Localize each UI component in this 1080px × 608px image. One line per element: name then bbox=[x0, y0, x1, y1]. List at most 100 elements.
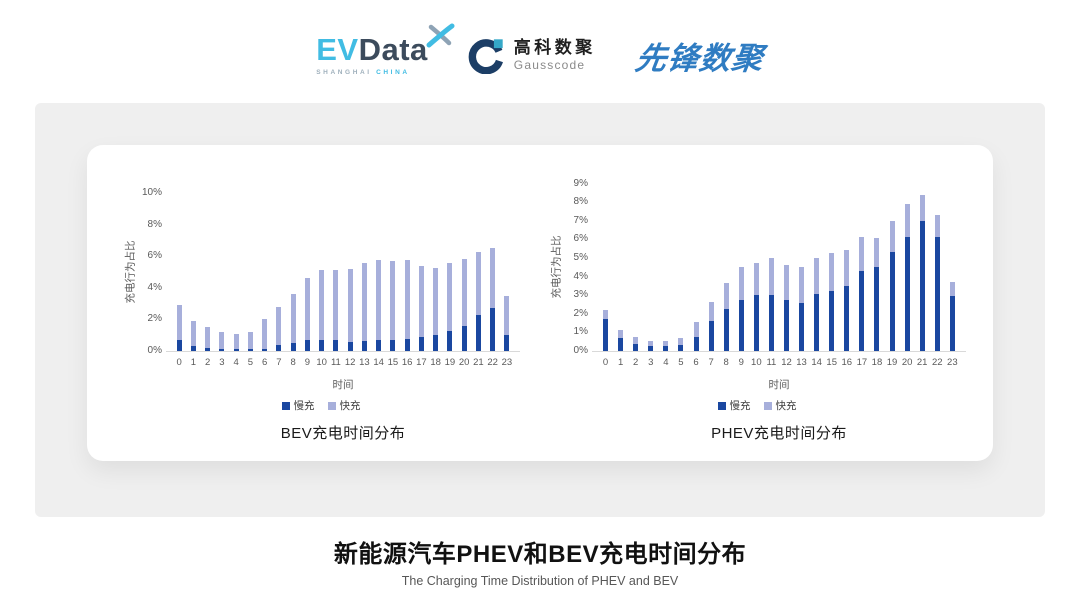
bar-group bbox=[945, 184, 960, 351]
legend-item: 慢充 bbox=[281, 398, 315, 413]
x-tick-label: 5 bbox=[678, 357, 684, 368]
x-axis-title: 时间 bbox=[332, 379, 354, 391]
legend-swatch bbox=[717, 401, 726, 410]
legend-item: 慢充 bbox=[717, 398, 751, 413]
slow-charge-segment bbox=[829, 291, 835, 351]
slow-charge-segment bbox=[404, 339, 410, 351]
x-tick-label: 14 bbox=[373, 357, 384, 368]
slow-charge-segment bbox=[934, 237, 940, 351]
bar-group bbox=[386, 193, 400, 351]
x-tick-label: 6 bbox=[693, 357, 699, 368]
evdata-region-text: SHANGHAI bbox=[316, 69, 372, 76]
bar-group bbox=[794, 184, 809, 351]
x-tick-label: 19 bbox=[886, 357, 898, 368]
y-tick-label: 1% bbox=[573, 326, 588, 338]
x-tick-label: 8 bbox=[290, 357, 296, 368]
fast-charge-segment bbox=[490, 248, 496, 309]
fast-charge-segment bbox=[934, 215, 940, 238]
bar-group bbox=[357, 193, 371, 351]
bar-group bbox=[749, 184, 764, 351]
slow-charge-segment bbox=[783, 299, 789, 351]
bar-group bbox=[172, 193, 186, 351]
y-tick-label: 4% bbox=[147, 281, 162, 293]
fast-charge-segment bbox=[814, 258, 820, 295]
gausscode-logo: 高科数聚 Gausscode bbox=[468, 37, 596, 74]
bar-group bbox=[658, 184, 673, 351]
x-tick-label: 20 bbox=[458, 357, 470, 368]
slow-charge-segment bbox=[176, 339, 182, 351]
slow-charge-segment bbox=[319, 339, 325, 351]
fast-charge-segment bbox=[247, 332, 253, 350]
gausscode-g-icon bbox=[468, 38, 503, 74]
x-tick-label: 13 bbox=[796, 357, 807, 368]
y-tick-label: 8% bbox=[573, 196, 588, 208]
charts-card: 充电行为占比 0% 2% 4% 6% 8% 10% 0 1 2 3 4 5 6 7 8 9 10 11 12 13 14 1… bbox=[87, 145, 993, 461]
fast-charge-segment bbox=[219, 332, 225, 350]
subtitle: The Charging Time Distribution of PHEV a… bbox=[401, 574, 679, 588]
bar-group bbox=[372, 193, 386, 351]
x-tick-labels: 0 1 2 3 4 5 6 7 8 9 10 11 12 13 14 15 16 17 18 19 20 21 22 23 bbox=[172, 357, 514, 368]
fast-charge-segment bbox=[663, 340, 669, 347]
slow-charge-segment bbox=[447, 331, 453, 351]
fast-charge-segment bbox=[859, 237, 865, 271]
bar-group bbox=[329, 193, 343, 351]
caption: 新能源汽车PHEV和BEV充电时间分布 The Charging Time Di… bbox=[0, 534, 1080, 588]
legend-swatch bbox=[327, 401, 336, 410]
x-tick-label: 15 bbox=[826, 357, 837, 368]
evdata-subtext: SHANGHAI CHINA bbox=[316, 69, 409, 76]
fast-charge-segment bbox=[404, 260, 410, 340]
y-tick-label: 3% bbox=[573, 289, 588, 301]
fast-charge-segment bbox=[176, 305, 182, 340]
x-tick-label: 5 bbox=[247, 357, 254, 368]
x-tick-label: 16 bbox=[401, 357, 413, 368]
legend-swatch bbox=[281, 401, 290, 410]
bar-group bbox=[272, 193, 286, 351]
x-axis-line bbox=[166, 351, 520, 352]
x-tick-label: 11 bbox=[766, 357, 777, 368]
bar-group bbox=[500, 193, 514, 351]
y-tick-label: 10% bbox=[141, 187, 162, 198]
fast-charge-segment bbox=[205, 327, 211, 348]
fast-charge-segment bbox=[603, 310, 609, 320]
fast-charge-segment bbox=[738, 267, 744, 300]
slow-charge-segment bbox=[874, 267, 880, 351]
fast-charge-segment bbox=[347, 268, 353, 342]
y-tick-label: 0% bbox=[573, 345, 588, 356]
fast-charge-segment bbox=[390, 260, 396, 340]
slow-charge-segment bbox=[433, 335, 439, 351]
slow-charge-segment bbox=[461, 325, 467, 351]
legend-swatch bbox=[763, 401, 772, 410]
x-tick-label: 20 bbox=[901, 357, 913, 368]
slow-charge-segment bbox=[376, 339, 382, 351]
bar-group bbox=[719, 184, 734, 351]
y-tick-label: 2% bbox=[573, 307, 588, 319]
x-tick-label: 23 bbox=[501, 357, 513, 368]
fast-charge-segment bbox=[461, 259, 467, 326]
fast-charge-segment bbox=[304, 278, 310, 340]
slow-charge-segment bbox=[693, 336, 699, 351]
x-tick-label: 7 bbox=[276, 357, 282, 368]
bar-group bbox=[471, 193, 485, 351]
gausscode-cn-name: 高科数聚 bbox=[513, 38, 596, 58]
evdata-wordmark: EVData bbox=[316, 23, 455, 65]
fast-charge-segment bbox=[618, 329, 624, 338]
bar-group bbox=[486, 193, 500, 351]
slow-charge-segment bbox=[603, 319, 609, 351]
fast-charge-segment bbox=[504, 295, 510, 336]
slow-charge-segment bbox=[361, 340, 367, 351]
chart-title: BEV充电时间分布 bbox=[280, 425, 406, 442]
slow-charge-segment bbox=[247, 349, 253, 351]
fast-charge-segment bbox=[768, 258, 774, 296]
x-tick-label: 7 bbox=[708, 357, 714, 368]
bar-group bbox=[613, 184, 628, 351]
fast-charge-segment bbox=[276, 306, 282, 345]
x-tick-label: 23 bbox=[947, 357, 958, 368]
fast-charge-segment bbox=[361, 262, 367, 341]
bar-group bbox=[628, 184, 643, 351]
slow-charge-segment bbox=[814, 294, 820, 351]
fast-charge-segment bbox=[648, 340, 654, 347]
bar-group bbox=[229, 193, 243, 351]
slow-charge-segment bbox=[205, 347, 211, 351]
slow-charge-segment bbox=[504, 335, 510, 351]
slow-charge-segment bbox=[418, 336, 424, 351]
